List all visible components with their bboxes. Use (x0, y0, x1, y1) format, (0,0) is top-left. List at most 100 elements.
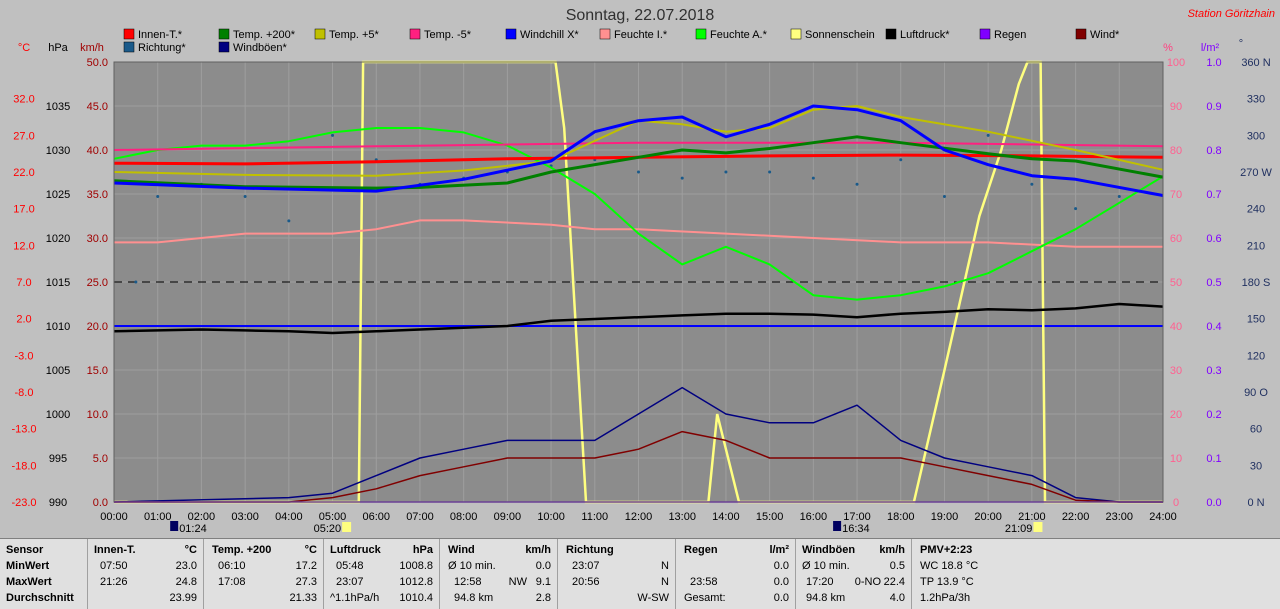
tick-label-pressure: 1030 (46, 145, 70, 157)
tick-label-rain: 0.4 (1206, 321, 1221, 333)
tick-label-direction: 240 (1247, 204, 1265, 216)
legend-label: Regen (994, 29, 1026, 41)
direction-point (811, 176, 815, 180)
tick-label-direction: 210 (1247, 240, 1265, 252)
tick-label-temp: 12.0 (13, 240, 34, 252)
legend-swatch (1075, 28, 1087, 40)
tick-label-time: 18:00 (887, 511, 915, 523)
series-feuchte-a-line (113, 127, 1164, 301)
legend-label: Feuchte I.* (614, 29, 668, 41)
stats-innen-column: Innen-T. °C 07:50 23.0 21:26 24.8 23.99 (88, 539, 204, 609)
tick-label-wind: 10.0 (87, 409, 108, 421)
stats-regen-max-time: 23:58 (690, 576, 718, 588)
legend-label: Temp. +5* (329, 29, 380, 41)
tick-label-temp: 17.0 (13, 204, 34, 216)
legend-swatch (314, 28, 326, 40)
tick-label-wind: 20.0 (87, 321, 108, 333)
stats-temp200-column: Temp. +200 °C 06:10 17.2 17:08 27.3 21.33 (204, 539, 324, 609)
stats-innen-header: Innen-T. (94, 544, 136, 556)
station-name: Station Göritzhain (1188, 8, 1275, 20)
tick-label-wind: 30.0 (87, 233, 108, 245)
stats-temp200-avg: 21.33 (289, 592, 317, 604)
plot-border (113, 61, 1164, 503)
tick-label-rain: 0.3 (1206, 365, 1221, 377)
direction-point (1117, 194, 1121, 198)
tick-label-time: 06:00 (362, 511, 390, 523)
tick-label-temp: 7.0 (16, 277, 31, 289)
tick-label-temp: -3.0 (15, 350, 34, 362)
chart-canvas: Sonntag, 22.07.2018 Station Göritzhain Inn… (11, 7, 1275, 535)
tick-label-rain: 0.1 (1206, 453, 1221, 465)
tick-label-humidity: 50 (1170, 277, 1182, 289)
direction-point (331, 133, 335, 137)
tick-label-time: 08:00 (450, 511, 478, 523)
tick-label-time: 21:00 (1018, 511, 1046, 523)
time-marker-icon (342, 522, 352, 532)
stats-wind-distance: 94.8 km (454, 592, 494, 604)
legend-label: Luftdruck* (900, 29, 950, 41)
stats-richtung-column: Richtung 23:07 N 20:56 N W-SW (558, 539, 676, 609)
stats-wind-column: Wind km/h Ø 10 min. 0.0 12:58 NW 9.1 94.8 km… (440, 539, 558, 609)
tick-label-humidity: 0 (1173, 497, 1179, 509)
axis-unit-rain: l/m² (1201, 42, 1220, 54)
stats-regen-unit: l/m² (769, 544, 789, 556)
tick-label-wind: 25.0 (87, 277, 108, 289)
tick-label-pressure: 1005 (46, 365, 70, 377)
stats-temp200-max-time: 17:08 (218, 576, 246, 588)
stats-wind-max-dir: NW (508, 576, 527, 588)
direction-point (855, 182, 859, 186)
stats-windboeen-header: Windböen (802, 544, 856, 556)
time-marker-label: 21:09 (1005, 523, 1033, 535)
tick-label-humidity: 20 (1170, 409, 1182, 421)
stats-windboeen-avg10-label: Ø 10 min. (802, 560, 850, 572)
tick-label-temp: 2.0 (16, 314, 31, 326)
tick-label-time: 17:00 (843, 511, 871, 523)
tick-label-time: 02:00 (188, 511, 216, 523)
time-marker-icon (833, 521, 842, 531)
tick-label-pressure: 990 (49, 497, 67, 509)
stats-wind-max-time: 12:58 (454, 576, 482, 588)
legend-swatch (123, 41, 135, 53)
stats-richtung-header: Richtung (566, 544, 614, 556)
series-windboeen-line (113, 386, 1163, 503)
stats-windboeen-unit: km/h (879, 544, 905, 556)
tick-label-humidity: 30 (1170, 365, 1182, 377)
legend-swatch (218, 28, 230, 40)
axis-unit-wind: km/h (80, 42, 104, 54)
stats-innen-max-time: 21:26 (100, 576, 128, 588)
tick-label-time: 11:00 (581, 511, 608, 523)
tick-label-time: 16:00 (800, 511, 828, 523)
stats-temp200-header: Temp. +200 (212, 544, 272, 556)
stats-min-label: MinWert (6, 560, 50, 572)
tick-label-time: 13:00 (668, 511, 696, 523)
stats-luftdruck-unit: hPa (412, 544, 433, 556)
direction-point (287, 219, 291, 223)
direction-point (637, 170, 640, 174)
tick-label-rain: 0.7 (1206, 189, 1221, 201)
tick-label-rain: 0.6 (1206, 233, 1221, 245)
legend-label: Feuchte A.* (710, 29, 768, 41)
series-feuchte-i-line (114, 219, 1163, 248)
stats-max-label: MaxWert (6, 576, 52, 588)
legend-swatch (599, 28, 611, 40)
legend-label: Temp. -5* (424, 29, 472, 41)
axis-unit-pressure: hPa (48, 42, 68, 54)
stats-regen-max-value: 0.0 (773, 576, 789, 588)
tick-label-wind: 40.0 (87, 145, 108, 157)
direction-point (1030, 182, 1034, 186)
tick-label-time: 12:00 (625, 511, 653, 523)
tick-label-time: 22:00 (1062, 511, 1090, 523)
tick-label-temp: -8.0 (15, 387, 34, 399)
stats-richtung-max-time: 20:56 (572, 576, 600, 588)
stats-sensor-column: Sensor MinWert MaxWert Durchschnitt (0, 539, 88, 609)
legend-swatch (790, 28, 802, 40)
stats-luftdruck-trend: ^1.1hPa/h (330, 592, 380, 604)
tick-label-humidity: 40 (1170, 321, 1182, 333)
series-wind-line (114, 430, 1163, 503)
stats-luftdruck-header: Luftdruck (330, 544, 381, 556)
series-luftdruck-line (113, 302, 1164, 335)
statistics-table: Sensor MinWert MaxWert Durchschnitt Inne… (0, 538, 1280, 609)
stats-temp200-max-value: 27.3 (295, 576, 317, 588)
tick-label-direction: 30 (1250, 460, 1262, 472)
stats-windboeen-max-value: 22.4 (883, 576, 905, 588)
